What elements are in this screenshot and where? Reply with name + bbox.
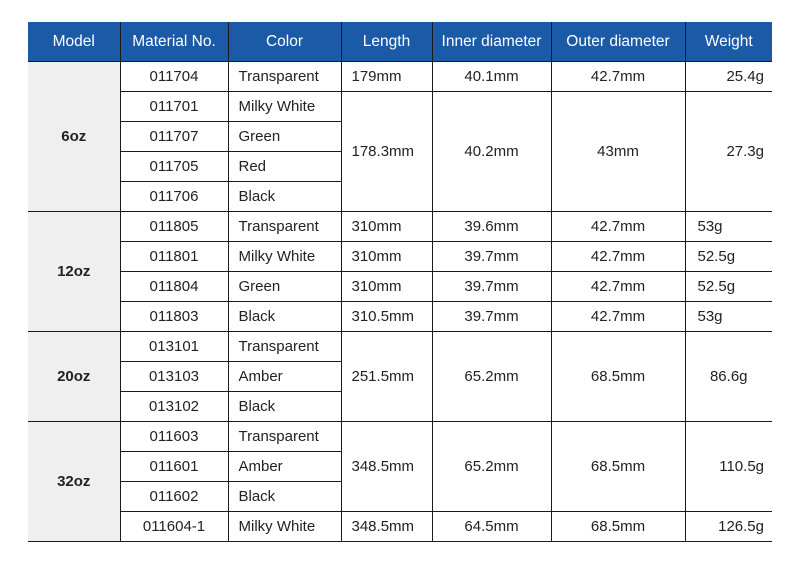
weight-cell: 52.5g [684,271,772,302]
weight-cell: 52.5g [684,241,772,272]
color-cell: Black [227,481,342,512]
inner-cell: 65.2mm [431,331,552,422]
outer-cell: 68.5mm [550,421,686,512]
weight-cell: 53g [684,211,772,242]
header-material-no: Material No. [119,22,228,62]
inner-cell: 40.1mm [431,61,552,92]
table-row: 011707 Green [28,121,772,152]
color-cell: Black [227,391,342,422]
header-color: Color [227,22,341,62]
table-row: 6oz 011704 Transparent 179mm 40.1mm 42.7mm 25.… [28,61,772,212]
color-cell: Milky White [227,241,342,272]
outer-cell: 42.7mm [550,241,686,272]
inner-cell: 39.7mm [431,301,552,332]
material-no-cell: 011602 [119,481,229,512]
model-cell: 12oz [28,211,121,332]
length-cell: 310.5mm [340,301,433,332]
table-row: 20oz 013101 Transparent 251.5mm 65.2mm 68.5mm… [28,331,772,422]
color-cell: Amber [227,361,342,392]
table-row: 011602 Black [28,481,772,512]
length-cell: 310mm [340,271,433,302]
material-no-cell: 011603 [119,421,229,452]
material-no-cell: 011601 [119,451,229,482]
table-row: 12oz 011805 Transparent 310mm 39.6mm 42.7mm 53… [28,211,772,332]
color-cell: Milky White [227,511,342,542]
model-cell: 6oz [28,61,121,212]
header-weight: Weight [684,22,772,62]
material-no-cell: 011804 [119,271,229,302]
table-row: 011801 Milky White 310mm 39.7mm 42.7mm 52.5g [28,241,772,272]
color-cell: Transparent [227,211,342,242]
outer-cell: 42.7mm [550,271,686,302]
material-no-cell: 011705 [119,151,229,182]
weight-cell: 27.3g [684,91,772,212]
table-row: 011706 Black [28,181,772,212]
length-cell: 310mm [340,211,433,242]
material-no-cell: 013103 [119,361,229,392]
table-row: 011803 Black 310.5mm 39.7mm 42.7mm 53g [28,301,772,332]
length-cell: 179mm [340,61,433,92]
material-no-cell: 011805 [119,211,229,242]
length-cell: 348.5mm [340,421,433,512]
length-cell: 178.3mm [340,91,433,212]
color-cell: Black [227,301,342,332]
spec-table: Model Material No. Color Length Inner di… [28,22,772,542]
outer-cell: 68.5mm [550,511,686,542]
color-cell: Amber [227,451,342,482]
inner-cell: 65.2mm [431,421,552,512]
table-row: 011705 Red [28,151,772,182]
header-inner-diameter: Inner diameter [431,22,551,62]
model-cell: 20oz [28,331,121,422]
outer-cell: 42.7mm [550,61,686,92]
material-no-cell: 011706 [119,181,229,212]
table-row: 011601 Amber [28,451,772,482]
header-row: Model Material No. Color Length Inner di… [28,22,772,62]
color-cell: Black [227,181,342,212]
table-row: 011701 Milky White 178.3mm 40.2mm 43mm 27.3g [28,91,772,212]
length-cell: 310mm [340,241,433,272]
weight-cell: 126.5g [684,511,772,542]
model-cell: 32oz [28,421,121,542]
table-row: 013103 Amber [28,361,772,392]
table-row: 32oz 011603 Transparent 348.5mm 65.2mm 68.5mm… [28,421,772,542]
material-no-cell: 013102 [119,391,229,422]
weight-cell: 25.4g [684,61,772,92]
length-cell: 251.5mm [340,331,433,422]
color-cell: Red [227,151,342,182]
weight-cell: 53g [684,301,772,332]
material-no-cell: 011604-1 [119,511,229,542]
inner-cell: 40.2mm [431,91,552,212]
inner-cell: 39.7mm [431,271,552,302]
color-cell: Transparent [227,421,342,452]
outer-cell: 42.7mm [550,301,686,332]
header-model: Model [28,22,120,62]
material-no-cell: 011803 [119,301,229,332]
color-cell: Green [227,271,342,302]
material-no-cell: 011704 [119,61,229,92]
header-length: Length [340,22,432,62]
inner-cell: 39.6mm [431,211,552,242]
table-row: 011604-1 Milky White 348.5mm 64.5mm 68.5mm 12… [28,511,772,542]
color-cell: Green [227,121,342,152]
material-no-cell: 011801 [119,241,229,272]
material-no-cell: 011701 [119,91,229,122]
weight-cell: 86.6g [684,331,772,422]
color-cell: Milky White [227,91,342,122]
length-cell: 348.5mm [340,511,433,542]
outer-cell: 68.5mm [550,331,686,422]
color-cell: Transparent [227,61,342,92]
material-no-cell: 013101 [119,331,229,362]
outer-cell: 42.7mm [550,211,686,242]
inner-cell: 39.7mm [431,241,552,272]
inner-cell: 64.5mm [431,511,552,542]
header-outer-diameter: Outer diameter [550,22,685,62]
color-cell: Transparent [227,331,342,362]
outer-cell: 43mm [550,91,686,212]
table-row: 013102 Black [28,391,772,422]
table-row: 011804 Green 310mm 39.7mm 42.7mm 52.5g [28,271,772,302]
material-no-cell: 011707 [119,121,229,152]
weight-cell: 110.5g [684,421,772,512]
